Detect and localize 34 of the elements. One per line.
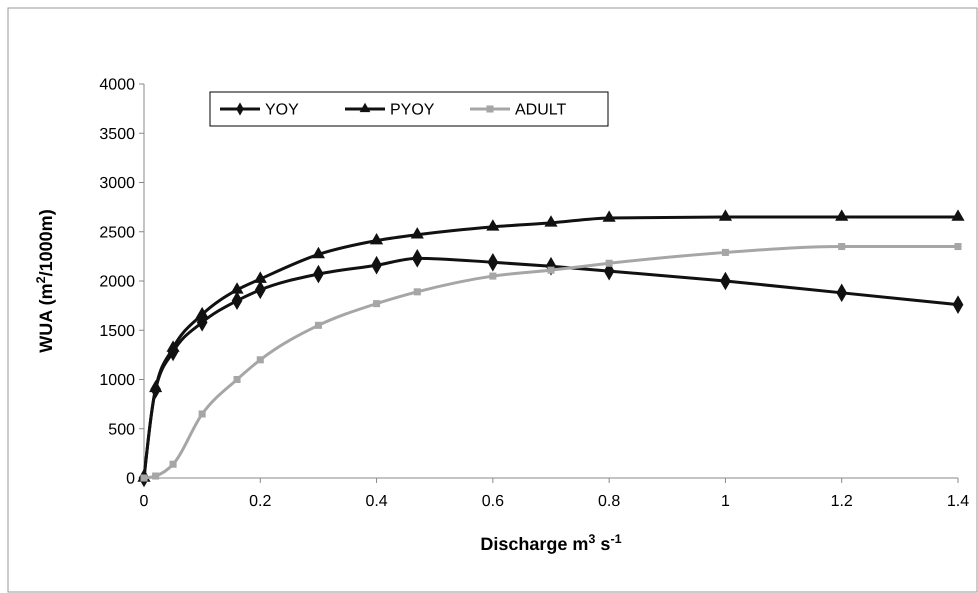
x-tick-label: 0.6 <box>482 493 504 510</box>
y-tick-label: 2000 <box>99 274 136 291</box>
point <box>954 242 962 250</box>
point <box>373 300 380 308</box>
y-tick-label: 0 <box>126 470 136 488</box>
point <box>838 242 846 250</box>
y-tick-label: 500 <box>108 421 136 438</box>
y-tick-label: 3000 <box>99 175 136 192</box>
x-tick-label: 0 <box>140 493 149 510</box>
x-tick-label: 0.4 <box>365 493 388 510</box>
point <box>170 460 177 468</box>
legend-label: YOY <box>265 102 300 119</box>
x-tick-label: 1.4 <box>946 493 970 510</box>
point <box>722 248 729 256</box>
point <box>606 260 613 267</box>
point <box>233 376 241 384</box>
y-tick-label: 2500 <box>99 224 136 242</box>
y-tick-label: 1000 <box>99 372 136 390</box>
y-tick-label: 3500 <box>99 126 136 143</box>
x-axis-title: Discharge m$^{3}$ s$^{-1}$ <box>480 532 622 554</box>
legend-label: PYOY <box>390 102 435 119</box>
point <box>256 356 264 364</box>
y-tick-label: 4000 <box>99 76 136 94</box>
x-tick-label: 1.2 <box>830 493 853 510</box>
legend-label: ADULT <box>515 102 566 119</box>
x-tick-label: 0.8 <box>598 493 620 510</box>
y-tick-label: 1500 <box>99 322 136 340</box>
point <box>314 322 322 329</box>
x-tick-label: 0.2 <box>249 493 272 510</box>
x-tick-label: 1 <box>720 493 730 510</box>
point <box>414 288 421 296</box>
point <box>489 272 496 280</box>
point <box>152 472 160 480</box>
point <box>198 410 206 418</box>
